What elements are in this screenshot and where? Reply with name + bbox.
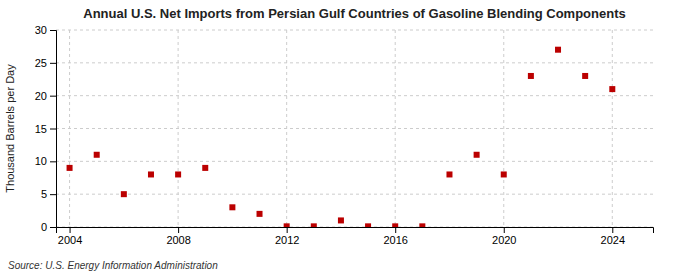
point <box>311 223 317 227</box>
tick-mark <box>50 63 56 64</box>
grid-line <box>56 161 653 162</box>
tick-mark <box>504 227 505 233</box>
tick-label: 0 <box>41 221 47 233</box>
tick-mark <box>50 194 56 195</box>
grid-line <box>56 95 653 96</box>
point <box>67 165 73 171</box>
point <box>148 171 154 177</box>
grid-line <box>56 62 653 63</box>
x-axis: 2004 2008 2012 2016 2020 2024 <box>57 227 654 246</box>
point <box>446 171 452 177</box>
tick-mark <box>50 30 56 31</box>
tick-mark <box>178 227 179 233</box>
tick-label: 30 <box>35 24 47 36</box>
axis-line <box>57 228 654 234</box>
axis-line <box>50 31 57 228</box>
tick-label: 2012 <box>275 234 299 246</box>
tick-label: 10 <box>35 155 47 167</box>
plot: 2004 2008 2012 2016 2020 2024 0 5 10 15 20 25 30 <box>35 24 654 246</box>
tick-mark <box>50 161 56 162</box>
tick-mark <box>50 129 56 130</box>
point <box>501 171 507 177</box>
tick-mark <box>612 227 613 233</box>
point <box>121 191 127 197</box>
tick-mark <box>395 227 396 233</box>
point <box>419 223 425 227</box>
tick: 2012 <box>275 227 299 246</box>
tick: 2008 <box>166 227 190 246</box>
grid-line <box>503 30 504 227</box>
tick: 2004 <box>58 227 82 246</box>
chart: 2004 2008 2012 2016 2020 2024 0 5 10 15 20 25 30 Annu… <box>0 0 675 275</box>
point <box>338 217 344 223</box>
y-axis: 0 5 10 15 20 25 30 <box>35 24 57 233</box>
tick: 20 <box>35 90 56 102</box>
tick-label: 2004 <box>58 234 82 246</box>
grid-line <box>69 30 70 227</box>
point <box>582 73 588 79</box>
tick-label: 25 <box>35 57 47 69</box>
tick-label: 2008 <box>166 234 190 246</box>
point <box>284 223 290 227</box>
tick: 2020 <box>492 227 516 246</box>
tick: 15 <box>35 123 56 135</box>
point <box>609 86 615 92</box>
point <box>229 204 235 210</box>
tick-mark <box>287 227 288 233</box>
point <box>528 73 534 79</box>
grid-line <box>612 30 613 227</box>
tick: 30 <box>35 24 56 36</box>
grid-line <box>286 30 287 227</box>
tick-label: 2016 <box>383 234 407 246</box>
tick-mark <box>50 227 56 228</box>
grid-line <box>56 128 653 129</box>
tick-label: 2024 <box>601 234 625 246</box>
tick-label: 15 <box>35 123 47 135</box>
y-axis-label: Thousand Barrels per Day <box>4 64 16 193</box>
grid-line <box>178 30 179 227</box>
tick: 25 <box>35 57 56 69</box>
point <box>257 211 263 217</box>
grid <box>56 30 653 227</box>
grid-line <box>56 30 653 31</box>
tick-label: 2020 <box>492 234 516 246</box>
point <box>175 171 181 177</box>
point <box>474 152 480 158</box>
point <box>555 47 561 53</box>
tick: 10 <box>35 155 56 167</box>
point <box>392 223 398 227</box>
tick: 2024 <box>601 227 625 246</box>
grid-line <box>56 194 653 195</box>
tick: 0 <box>41 221 56 233</box>
point <box>365 223 371 227</box>
tick: 5 <box>41 188 56 200</box>
tick-mark <box>70 227 71 233</box>
title: Annual U.S. Net Imports from Persian Gul… <box>83 6 625 21</box>
tick-label: 5 <box>41 188 47 200</box>
tick-mark <box>50 96 56 97</box>
tick-label: 20 <box>35 90 47 102</box>
source: Source: U.S. Energy Information Administ… <box>8 260 218 271</box>
grid-line <box>395 30 396 227</box>
point <box>202 165 208 171</box>
point <box>94 152 100 158</box>
tick: 2016 <box>383 227 407 246</box>
points <box>67 47 616 227</box>
